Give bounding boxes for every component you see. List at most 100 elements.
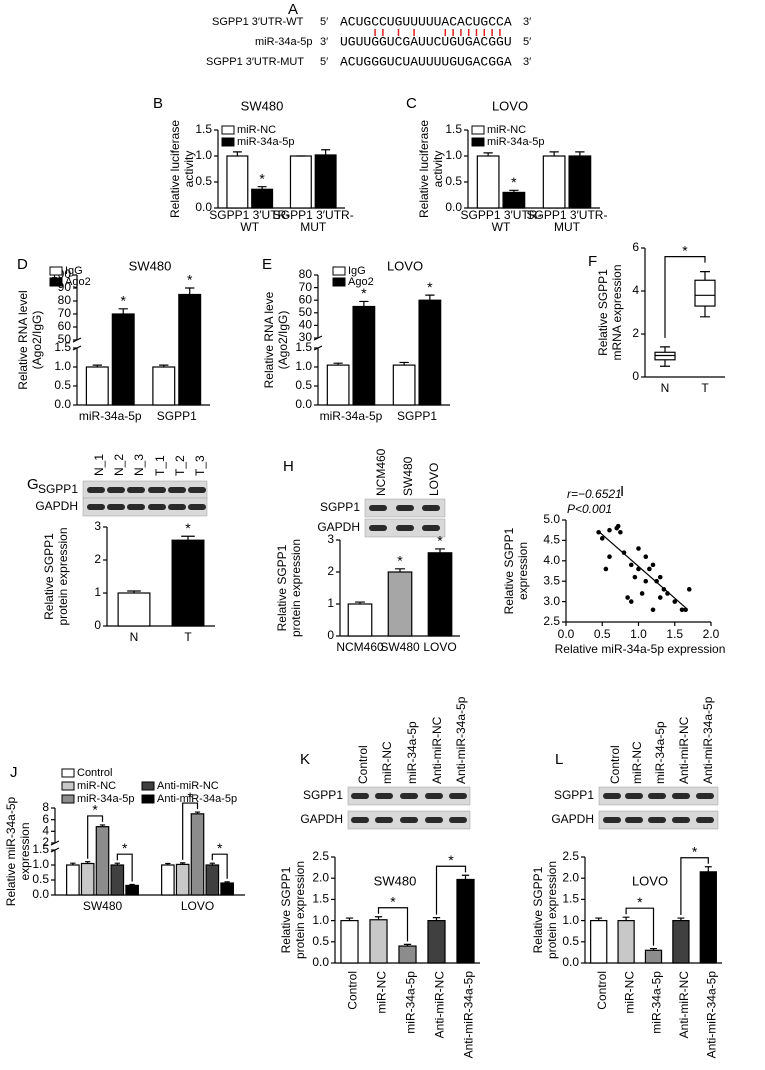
point bbox=[599, 536, 605, 541]
x-tick-label: Anti-miR-34a-5p bbox=[704, 971, 718, 1059]
x-tick-label: miR-34a-5p bbox=[320, 409, 383, 423]
point bbox=[643, 554, 649, 560]
error-bar bbox=[127, 590, 141, 593]
y-tick-label: 50 bbox=[58, 332, 72, 346]
y-tick-label: 70 bbox=[58, 306, 72, 320]
blot-band bbox=[672, 817, 690, 823]
bar bbox=[352, 305, 376, 406]
blot-row-label: GAPDH bbox=[317, 520, 360, 534]
y-tick-label: 0.5 bbox=[312, 934, 329, 948]
sequence-label: miR-34a-5p bbox=[255, 36, 312, 48]
panel-letter: I bbox=[620, 483, 624, 500]
lane-label: N_2 bbox=[112, 454, 126, 476]
lane-label: Control bbox=[608, 745, 622, 784]
blot-row-label: GAPDH bbox=[35, 499, 78, 513]
annotation: r=−0.6521 bbox=[567, 487, 622, 501]
lane-label: T_1 bbox=[153, 455, 167, 476]
y-tick-label: 4 bbox=[632, 283, 639, 297]
significance-label: * bbox=[120, 293, 126, 309]
error-bar bbox=[354, 601, 366, 604]
y-tick-label: 0.5 bbox=[295, 378, 312, 392]
point bbox=[625, 595, 630, 600]
bar bbox=[418, 299, 442, 406]
y-tick-label: 0.0 bbox=[195, 200, 212, 214]
x-tick-label: miR-34a-5p bbox=[79, 409, 142, 423]
x-tick-label: miR-NC bbox=[622, 971, 636, 1014]
x-tick-label: N bbox=[130, 630, 139, 644]
error-bar bbox=[232, 151, 242, 156]
error-bar bbox=[345, 917, 354, 921]
error-bar bbox=[425, 294, 435, 301]
y-tick-label: 2.0 bbox=[562, 870, 579, 884]
legend-label: miR-NC bbox=[77, 780, 116, 792]
y-tick-label: 1.0 bbox=[312, 913, 329, 927]
point bbox=[615, 523, 621, 529]
error-bar bbox=[509, 189, 519, 193]
y-tick-label: 40 bbox=[299, 318, 313, 332]
panel-letter: K bbox=[300, 751, 310, 768]
significance-bracket bbox=[377, 907, 409, 942]
bar bbox=[502, 191, 526, 209]
x-tick-label: T bbox=[701, 381, 709, 395]
blot-band bbox=[107, 504, 125, 510]
blot-band bbox=[87, 504, 105, 510]
x-tick-label: Anti-miR-34a-5p bbox=[462, 971, 476, 1059]
y-tick-label: 0.0 bbox=[54, 397, 71, 411]
sequence-label: SGPP1 3′UTR-MUT bbox=[206, 56, 304, 68]
error-bar bbox=[185, 287, 195, 295]
blot-row-label: SGPP1 bbox=[320, 500, 360, 514]
error-bar bbox=[70, 862, 76, 865]
error-bar bbox=[575, 151, 585, 156]
y-tick-label: 0 bbox=[632, 369, 639, 383]
legend-label: IgG bbox=[65, 265, 83, 277]
blot-band bbox=[425, 817, 443, 823]
x-tick-label: WT bbox=[240, 220, 259, 234]
point bbox=[650, 562, 656, 568]
significance-label: * bbox=[682, 242, 688, 258]
significance-label: * bbox=[259, 170, 265, 186]
y-tick-label: 0.0 bbox=[32, 887, 49, 901]
blot-band bbox=[422, 525, 440, 531]
y-tick-label: 0.0 bbox=[295, 397, 312, 411]
y-axis-label: (Ago2/IgG) bbox=[276, 311, 290, 370]
blot-band bbox=[168, 504, 186, 510]
x-tick-label: SGPP1 3′UTR- bbox=[209, 208, 290, 222]
blot-band bbox=[396, 525, 414, 531]
point bbox=[607, 554, 612, 560]
blot-band bbox=[603, 793, 621, 799]
error-bar bbox=[622, 916, 630, 921]
significance-label: * bbox=[427, 279, 433, 295]
legend-swatch bbox=[141, 794, 155, 804]
y-tick-label: 1.5 bbox=[32, 842, 49, 856]
panel-letter: H bbox=[283, 458, 294, 475]
axis-break bbox=[72, 337, 82, 351]
lane-label: T_2 bbox=[173, 455, 187, 476]
chart-title: LOVO bbox=[492, 98, 528, 113]
error-bar bbox=[92, 364, 102, 367]
bar bbox=[175, 863, 190, 896]
blot-band bbox=[188, 504, 206, 510]
point bbox=[603, 566, 609, 572]
y-tick-label: 4.5 bbox=[543, 533, 560, 547]
legend-swatch bbox=[61, 768, 75, 778]
y-tick-label: 2.5 bbox=[562, 849, 579, 863]
blot-row-label: GAPDH bbox=[551, 812, 594, 826]
whisker bbox=[660, 346, 670, 353]
y-tick-label: 4 bbox=[42, 824, 49, 838]
significance-label: * bbox=[637, 894, 643, 910]
panel-letter: G bbox=[27, 476, 39, 493]
bar bbox=[161, 864, 175, 896]
bar bbox=[387, 571, 413, 637]
x-tick-label: SW480 bbox=[83, 899, 123, 913]
y-tick-label: 8 bbox=[42, 800, 49, 814]
y-tick-label: 3 bbox=[327, 532, 334, 546]
bar bbox=[314, 154, 337, 209]
lane-label: T_3 bbox=[193, 455, 207, 476]
y-axis-label: protein expression bbox=[289, 539, 303, 637]
y-tick-label: 1.5 bbox=[295, 340, 312, 354]
axis-break bbox=[313, 335, 323, 351]
lane-label: N_3 bbox=[132, 454, 146, 476]
blot-row-label: SGPP1 bbox=[38, 482, 78, 496]
y-tick-label: 2 bbox=[327, 564, 334, 578]
error-bar bbox=[85, 861, 91, 864]
